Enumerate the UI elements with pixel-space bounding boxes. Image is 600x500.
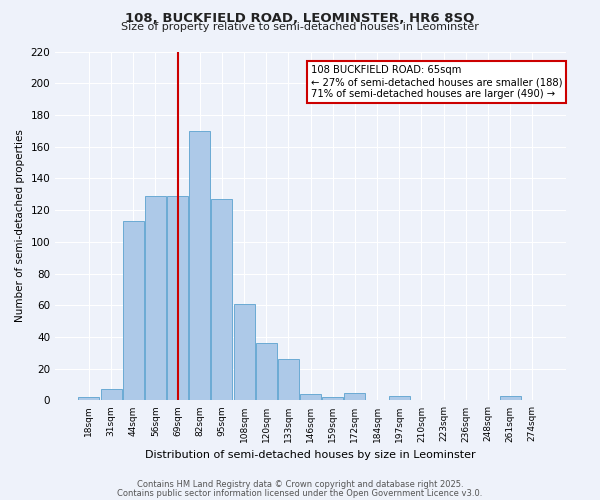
Bar <box>322 398 343 400</box>
Bar <box>101 390 122 400</box>
Y-axis label: Number of semi-detached properties: Number of semi-detached properties <box>15 130 25 322</box>
Bar <box>300 394 321 400</box>
Text: 108, BUCKFIELD ROAD, LEOMINSTER, HR6 8SQ: 108, BUCKFIELD ROAD, LEOMINSTER, HR6 8SQ <box>125 12 475 26</box>
X-axis label: Distribution of semi-detached houses by size in Leominster: Distribution of semi-detached houses by … <box>145 450 476 460</box>
Bar <box>278 359 299 401</box>
Text: Size of property relative to semi-detached houses in Leominster: Size of property relative to semi-detach… <box>121 22 479 32</box>
Bar <box>389 396 410 400</box>
Bar <box>256 344 277 400</box>
Bar <box>211 199 232 400</box>
Text: Contains public sector information licensed under the Open Government Licence v3: Contains public sector information licen… <box>118 488 482 498</box>
Bar <box>167 196 188 400</box>
Bar <box>145 196 166 400</box>
Text: 108 BUCKFIELD ROAD: 65sqm
← 27% of semi-detached houses are smaller (188)
71% of: 108 BUCKFIELD ROAD: 65sqm ← 27% of semi-… <box>311 66 562 98</box>
Text: Contains HM Land Registry data © Crown copyright and database right 2025.: Contains HM Land Registry data © Crown c… <box>137 480 463 489</box>
Bar <box>233 304 254 400</box>
Bar <box>189 131 210 400</box>
Bar <box>79 398 100 400</box>
Bar <box>500 396 521 400</box>
Bar <box>344 392 365 400</box>
Bar <box>123 221 144 400</box>
